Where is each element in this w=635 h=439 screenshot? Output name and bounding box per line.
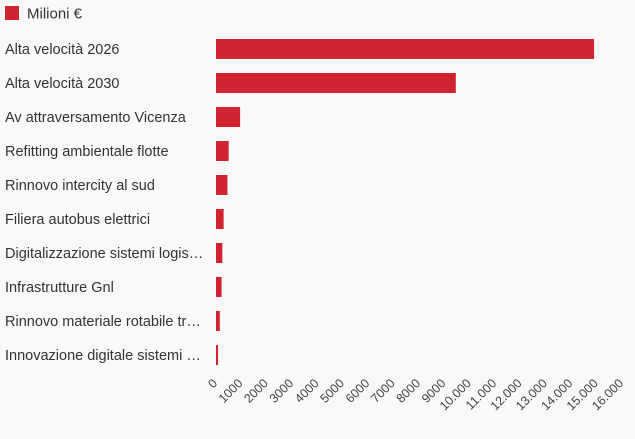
x-tick-label: 1000 xyxy=(216,376,246,406)
bar[interactable] xyxy=(216,311,220,331)
bar[interactable] xyxy=(216,141,229,161)
x-tick-label: 5000 xyxy=(317,376,347,406)
category-label: Filiera autobus elettrici xyxy=(5,212,150,228)
category-label: Rinnovo intercity al sud xyxy=(5,178,155,194)
x-tick-label: 0 xyxy=(205,376,220,391)
category-label: Alta velocità 2030 xyxy=(5,76,119,92)
bar[interactable] xyxy=(216,345,219,365)
x-axis-tick-labels: 010002000300040005000600070008000900010.… xyxy=(205,376,626,413)
category-label: Digitalizzazione sistemi logis… xyxy=(5,246,203,262)
category-label: Av attraversamento Vicenza xyxy=(5,110,187,126)
bar[interactable] xyxy=(216,73,456,93)
x-tick-label: 7000 xyxy=(368,376,398,406)
category-label: Innovazione digitale sistemi … xyxy=(5,348,201,364)
bars xyxy=(216,39,595,365)
x-tick-label: 8000 xyxy=(394,376,424,406)
category-label: Rinnovo materiale rotabile tr… xyxy=(5,314,201,330)
category-label: Infrastrutture Gnl xyxy=(5,280,114,296)
bar[interactable] xyxy=(216,107,241,127)
x-tick-label: 4000 xyxy=(292,376,322,406)
legend-swatch-milioni xyxy=(5,6,19,20)
legend-label-milioni: Milioni € xyxy=(27,6,83,23)
category-label: Alta velocità 2026 xyxy=(5,42,119,58)
legend[interactable]: Milioni € xyxy=(5,6,83,23)
x-tick-label: 6000 xyxy=(343,376,373,406)
bar[interactable] xyxy=(216,209,224,229)
x-tick-label: 3000 xyxy=(267,376,297,406)
category-labels: Alta velocità 2026 Alta velocità 2030 Av a… xyxy=(5,42,203,364)
x-tick-label: 2000 xyxy=(241,376,271,406)
bar[interactable] xyxy=(216,39,595,59)
bar[interactable] xyxy=(216,243,223,263)
category-label: Refitting ambientale flotte xyxy=(5,144,169,160)
bar[interactable] xyxy=(216,175,228,195)
bar[interactable] xyxy=(216,277,222,297)
